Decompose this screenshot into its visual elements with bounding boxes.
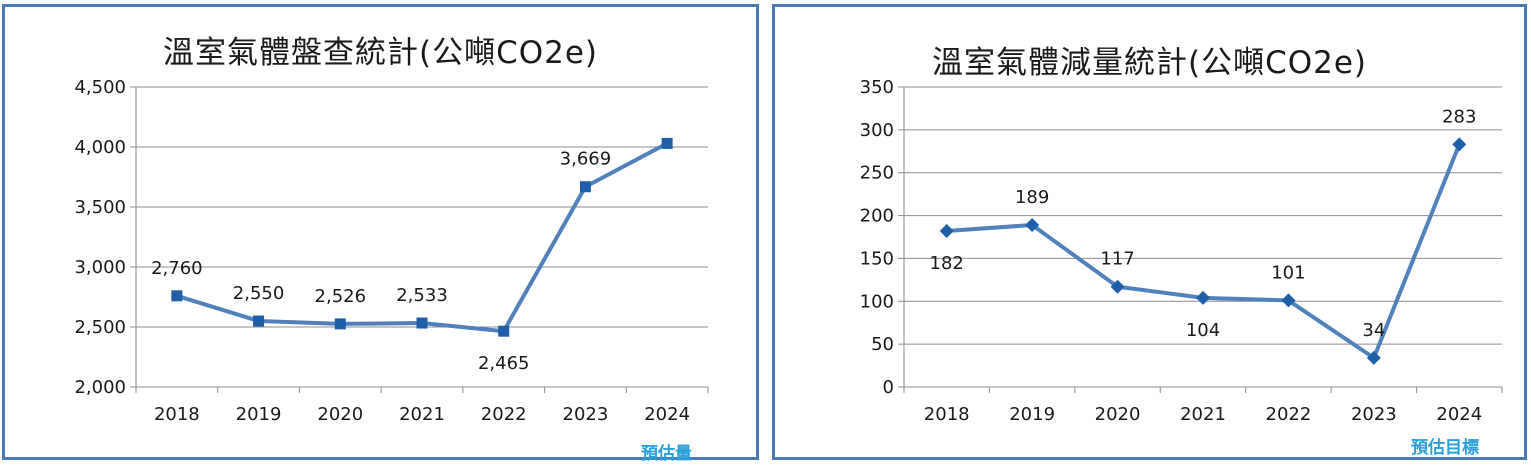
x-tick-label: 2022 — [1266, 404, 1312, 425]
data-point — [416, 317, 428, 329]
x-tick-label: 2020 — [1095, 404, 1141, 425]
data-point — [661, 137, 673, 149]
x-tick-label: 2019 — [236, 404, 282, 425]
x-tick-label: 2018 — [924, 404, 970, 425]
x-tick-label: 2022 — [481, 404, 527, 425]
data-label: 2,533 — [396, 285, 448, 306]
data-point — [1366, 350, 1381, 365]
x-tick-label: 2018 — [154, 404, 200, 425]
chart-title: 溫室氣體盤查統計(公噸CO2e) — [162, 35, 599, 71]
data-point — [334, 318, 346, 330]
x-tick-label: 2023 — [563, 404, 609, 425]
data-label: 283 — [1442, 106, 1476, 127]
data-point — [171, 290, 183, 302]
data-point — [498, 325, 510, 337]
data-point — [1110, 279, 1125, 294]
estimate-note: 預估量 — [641, 444, 692, 464]
data-label: 2,550 — [233, 283, 285, 304]
y-tick-label: 2,000 — [74, 377, 126, 398]
x-tick-label: 2023 — [1351, 404, 1397, 425]
y-tick-label: 250 — [860, 163, 894, 184]
y-tick-label: 200 — [860, 206, 894, 227]
y-tick-label: 4,500 — [74, 77, 126, 98]
chart-title: 溫室氣體減量統計(公噸CO2e) — [931, 45, 1368, 81]
y-tick-label: 150 — [860, 248, 894, 269]
y-tick-label: 300 — [860, 120, 894, 141]
y-tick-label: 3,000 — [74, 257, 126, 278]
y-tick-label: 350 — [860, 77, 894, 98]
x-tick-label: 2021 — [1180, 404, 1226, 425]
chart-panel-inventory: 溫室氣體盤查統計(公噸CO2e) 2,000 2,500 3,000 3,500 4,0… — [2, 4, 759, 464]
x-tick-label: 2024 — [1436, 404, 1482, 425]
data-label: 189 — [1015, 187, 1049, 208]
y-tick-label: 2,500 — [74, 317, 126, 338]
data-point — [1281, 293, 1296, 308]
y-tick-label: 50 — [871, 334, 894, 355]
data-point — [1452, 137, 1467, 152]
data-label: 101 — [1271, 262, 1305, 283]
data-label: 182 — [930, 253, 964, 274]
data-point — [1196, 290, 1210, 305]
data-point — [939, 224, 954, 238]
estimate-target-note: 預估目標 — [1411, 438, 1479, 458]
data-label: 2,465 — [478, 353, 530, 374]
x-tick-label: 2019 — [1009, 404, 1055, 425]
y-tick-label: 0 — [883, 377, 894, 398]
data-label: 117 — [1100, 249, 1134, 270]
y-tick-label: 4,000 — [74, 137, 126, 158]
data-point — [253, 315, 265, 327]
line-chart-inventory: 2,000 2,500 3,000 3,500 4,000 4,500 2018 2019 20… — [74, 77, 709, 425]
data-label: 104 — [1186, 320, 1220, 341]
x-tick-label: 2021 — [399, 404, 445, 425]
data-point — [1025, 218, 1040, 232]
data-label: 2,526 — [315, 286, 367, 307]
data-label: 2,760 — [151, 258, 203, 279]
line-chart-reduction: 0 50 100 150 200 250 300 350 2018 2019 2020 2021 202… — [860, 77, 1503, 425]
data-point — [579, 181, 591, 193]
y-tick-label: 3,500 — [74, 197, 126, 218]
data-label: 34 — [1362, 320, 1385, 341]
x-tick-label: 2020 — [317, 404, 363, 425]
data-label: 3,669 — [560, 149, 612, 170]
chart-panel-reduction: 溫室氣體減量統計(公噸CO2e) 0 50 100 150 200 250 300 350 20… — [772, 4, 1527, 460]
y-tick-label: 100 — [860, 291, 894, 312]
x-tick-label: 2024 — [644, 404, 690, 425]
